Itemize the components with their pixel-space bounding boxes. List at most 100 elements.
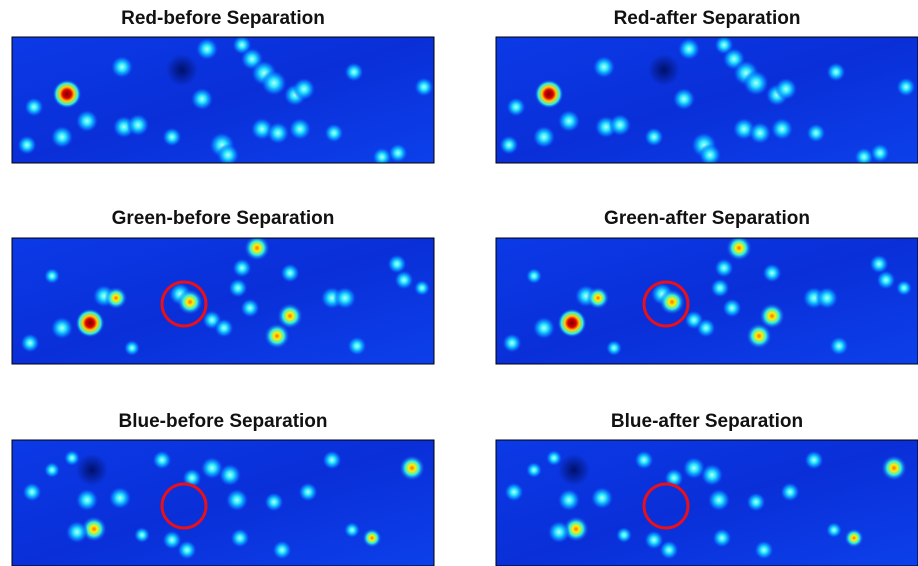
spot [771, 118, 793, 140]
spot [829, 336, 848, 355]
panel: Red-before Separation [12, 8, 434, 167]
spot [749, 122, 771, 144]
spot [127, 114, 149, 136]
spot [298, 482, 317, 501]
spot [414, 280, 430, 296]
spot [76, 489, 98, 511]
spot [334, 287, 356, 309]
figure: Red-before Separation Red-after Separatio… [0, 0, 918, 566]
spot [606, 340, 622, 356]
spot [219, 464, 241, 486]
spot [558, 110, 580, 132]
panel-title: Blue-before Separation [118, 411, 327, 432]
panel-title: Red-before Separation [121, 8, 325, 29]
spot [696, 318, 715, 337]
spot [24, 97, 43, 116]
spot [881, 455, 907, 481]
spot [591, 487, 613, 509]
spot [76, 110, 98, 132]
panel: Blue-before Separation [12, 411, 434, 566]
heatmap [12, 440, 434, 566]
spot [526, 462, 542, 478]
panel: Red-after Separation [496, 8, 918, 167]
panel-title: Blue-after Separation [611, 411, 803, 432]
spot [678, 38, 700, 60]
spot [743, 70, 769, 96]
spot [722, 298, 741, 317]
spot [267, 122, 289, 144]
spot [762, 263, 781, 282]
spot [414, 77, 433, 96]
panel-title: Green-before Separation [112, 208, 335, 229]
spot [20, 333, 39, 352]
spot [714, 258, 733, 277]
spot [324, 123, 343, 142]
spot [51, 317, 73, 339]
spot [526, 268, 542, 284]
spot [264, 492, 283, 511]
spot [754, 540, 773, 559]
spot [76, 454, 108, 486]
spot [854, 147, 873, 166]
spot [226, 489, 248, 511]
spot [870, 143, 889, 162]
spot [344, 522, 360, 538]
spot [289, 118, 311, 140]
spot [533, 126, 555, 148]
spot [876, 270, 895, 289]
heatmap-background [12, 238, 434, 364]
spot [134, 527, 150, 543]
spot [659, 540, 678, 559]
spot [701, 464, 723, 486]
spot [535, 80, 564, 109]
spot [558, 454, 590, 486]
spot [322, 450, 341, 469]
heatmap [12, 235, 434, 364]
spot [708, 489, 730, 511]
spot [746, 323, 772, 349]
heatmap-background [496, 238, 918, 364]
spot [548, 521, 570, 543]
heatmap [496, 35, 918, 166]
spot [214, 318, 233, 337]
spot [726, 235, 752, 261]
spot [22, 482, 41, 501]
spot [896, 77, 915, 96]
spot [177, 289, 203, 315]
spot [616, 527, 632, 543]
spot [232, 258, 251, 277]
spot [648, 54, 680, 86]
spot [558, 309, 587, 338]
spot [659, 289, 685, 315]
spot [806, 123, 825, 142]
spot [166, 54, 198, 86]
panel: Blue-after Separation [496, 411, 918, 566]
spot [712, 528, 731, 547]
spot [109, 487, 131, 509]
spot [746, 492, 765, 511]
spot [105, 287, 127, 309]
spot [780, 482, 799, 501]
spot [502, 333, 521, 352]
spot [499, 135, 518, 154]
spot [533, 317, 555, 339]
spot [177, 540, 196, 559]
spot [53, 80, 82, 109]
spot [826, 62, 845, 81]
spot [111, 56, 133, 78]
spot [388, 143, 407, 162]
spot [372, 147, 391, 166]
panel: Green-after Separation [496, 208, 918, 364]
spot [261, 70, 287, 96]
spot [896, 280, 912, 296]
spot [609, 114, 631, 136]
spot [394, 270, 413, 289]
spot [506, 97, 525, 116]
spot [710, 278, 729, 297]
spot [593, 56, 615, 78]
heatmap [496, 440, 918, 566]
spot [558, 489, 580, 511]
spot [152, 450, 171, 469]
spot [228, 278, 247, 297]
spot [587, 287, 609, 309]
